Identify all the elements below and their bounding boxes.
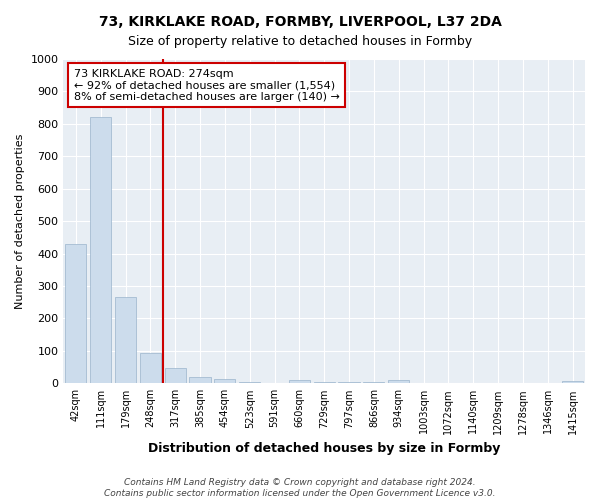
Bar: [214, 380, 235, 384]
Bar: [562, 380, 583, 384]
Bar: [537, 382, 558, 384]
Y-axis label: Number of detached properties: Number of detached properties: [15, 134, 25, 309]
Bar: [364, 382, 385, 384]
Bar: [264, 382, 285, 384]
Bar: [164, 368, 186, 384]
Bar: [488, 382, 509, 384]
Bar: [115, 298, 136, 384]
Bar: [388, 380, 409, 384]
Bar: [512, 382, 533, 384]
Bar: [90, 118, 111, 384]
Bar: [413, 382, 434, 384]
Text: Contains HM Land Registry data © Crown copyright and database right 2024.
Contai: Contains HM Land Registry data © Crown c…: [104, 478, 496, 498]
Bar: [338, 382, 359, 384]
Text: 73 KIRKLAKE ROAD: 274sqm
← 92% of detached houses are smaller (1,554)
8% of semi: 73 KIRKLAKE ROAD: 274sqm ← 92% of detach…: [74, 68, 340, 102]
Text: Size of property relative to detached houses in Formby: Size of property relative to detached ho…: [128, 35, 472, 48]
Bar: [140, 354, 161, 384]
Bar: [190, 378, 211, 384]
Bar: [239, 382, 260, 384]
Bar: [314, 382, 335, 384]
Bar: [289, 380, 310, 384]
Bar: [65, 244, 86, 384]
Bar: [438, 382, 459, 384]
Bar: [463, 382, 484, 384]
Text: 73, KIRKLAKE ROAD, FORMBY, LIVERPOOL, L37 2DA: 73, KIRKLAKE ROAD, FORMBY, LIVERPOOL, L3…: [98, 15, 502, 29]
X-axis label: Distribution of detached houses by size in Formby: Distribution of detached houses by size …: [148, 442, 500, 455]
